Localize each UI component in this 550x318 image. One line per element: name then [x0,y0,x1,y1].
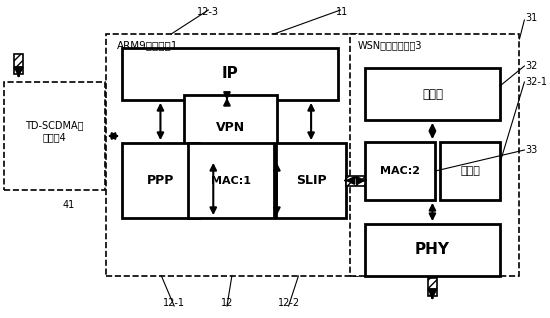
Text: MAC:2: MAC:2 [380,166,420,176]
Bar [440,142,500,200]
Bar [14,54,24,74]
Text: MAC:1: MAC:1 [211,176,251,185]
Bar [276,143,346,218]
Text: 12-1: 12-1 [163,298,185,308]
Text: IP: IP [222,66,238,81]
Text: PHY: PHY [415,243,450,258]
Text: PPP: PPP [147,174,174,187]
Bar [106,34,358,276]
Text: 12: 12 [221,298,233,308]
Bar [346,176,365,185]
Text: VPN: VPN [216,121,245,134]
Text: 32-1: 32-1 [525,77,547,87]
Bar [365,142,436,200]
Bar [184,95,277,160]
Text: 32: 32 [525,61,538,71]
Text: 31: 31 [525,13,537,23]
Text: 33: 33 [525,145,537,155]
Bar [122,48,338,100]
Text: 跳信道: 跳信道 [460,166,480,176]
Text: WSN子网接入单元3: WSN子网接入单元3 [358,40,422,50]
Text: 网络层: 网络层 [422,87,443,100]
Text: ARM9控制单元1: ARM9控制单元1 [117,40,179,50]
Bar [427,278,437,296]
Bar [365,224,500,276]
Text: 12-2: 12-2 [278,298,300,308]
Bar [4,82,104,190]
Text: 12-3: 12-3 [197,7,219,17]
Text: TD-SCDMA接
入单元4: TD-SCDMA接 入单元4 [25,120,84,142]
Bar [188,143,274,218]
Text: 41: 41 [62,200,75,210]
Bar [350,34,520,276]
Bar [122,143,199,218]
Text: 11: 11 [336,7,349,17]
Text: SLIP: SLIP [296,174,326,187]
Bar [365,68,500,120]
